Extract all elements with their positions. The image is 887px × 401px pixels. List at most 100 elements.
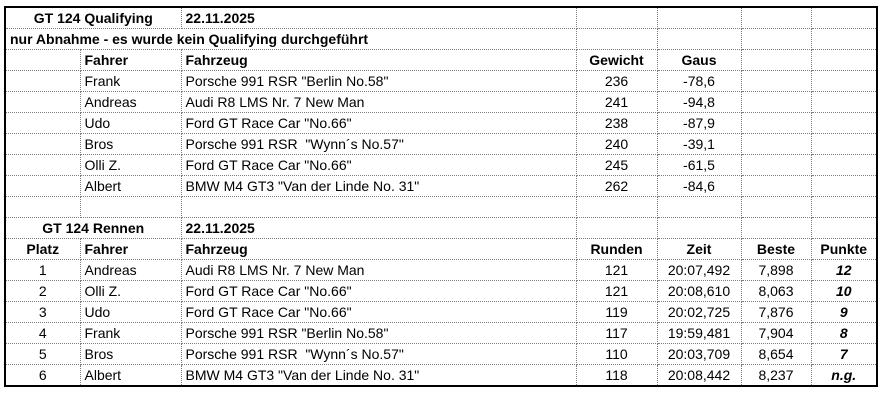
- race-row: 3 Udo Ford GT Race Car "No.66" 119 20:02…: [4, 301, 878, 323]
- cell-gewicht: 241: [575, 91, 658, 113]
- empty-cell: [4, 70, 81, 92]
- header-platz: Platz: [4, 238, 81, 260]
- qualifying-row: Udo Ford GT Race Car "No.66" 238 -87,9: [4, 112, 878, 134]
- header-fahrzeug: Fahrzeug: [180, 49, 577, 71]
- empty-cell: [575, 6, 658, 29]
- empty-cell: [740, 175, 812, 197]
- cell-gaus: -94,8: [656, 91, 742, 113]
- header-runden: Runden: [575, 238, 658, 260]
- race-row: 6 Albert BMW M4 GT3 "Van der Linde No. 3…: [4, 364, 878, 387]
- cell-beste: 7,876: [740, 301, 812, 323]
- cell-fahrzeug: BMW M4 GT3 "Van der Linde No. 31": [180, 364, 577, 387]
- cell-platz: 5: [4, 343, 81, 365]
- empty-cell: [810, 70, 878, 92]
- empty-cell: [740, 91, 812, 113]
- empty-cell: [656, 6, 742, 29]
- cell-zeit: 20:07,492: [656, 259, 742, 281]
- cell-fahrer: Albert: [79, 364, 182, 387]
- empty-cell: [740, 70, 812, 92]
- empty-cell: [810, 133, 878, 155]
- header-beste: Beste: [740, 238, 812, 260]
- cell-fahrer: Frank: [79, 322, 182, 344]
- cell-fahrer: Andreas: [79, 259, 182, 281]
- cell-platz: 4: [4, 322, 81, 344]
- cell-platz: 6: [4, 364, 81, 387]
- header-zeit: Zeit: [656, 238, 742, 260]
- race-row: 5 Bros Porsche 991 RSR "Wynn´s No.57" 11…: [4, 343, 878, 365]
- header-fahrer: Fahrer: [79, 49, 182, 71]
- cell-punkte: 10: [810, 280, 878, 302]
- empty-cell: [810, 217, 878, 239]
- empty-cell: [575, 217, 658, 239]
- cell-fahrzeug: Porsche 991 RSR "Wynn´s No.57": [180, 133, 577, 155]
- cell-gaus: -78,6: [656, 70, 742, 92]
- cell-beste: 8,063: [740, 280, 812, 302]
- empty-cell: [4, 175, 81, 197]
- qualifying-title: GT 124 Qualifying: [4, 6, 182, 29]
- empty-cell: [740, 133, 812, 155]
- empty-cell: [810, 112, 878, 134]
- cell-beste: 7,898: [740, 259, 812, 281]
- cell-gewicht: 236: [575, 70, 658, 92]
- cell-platz: 3: [4, 301, 81, 323]
- race-row: 1 Andreas Audi R8 LMS Nr. 7 New Man 121 …: [4, 259, 878, 281]
- header-fahrzeug: Fahrzeug: [180, 238, 577, 260]
- empty-cell: [575, 196, 658, 218]
- cell-beste: 7,904: [740, 322, 812, 344]
- empty-cell: [810, 175, 878, 197]
- cell-fahrzeug: Porsche 991 RSR "Berlin No.58": [180, 70, 577, 92]
- cell-fahrzeug: Ford GT Race Car "No.66": [180, 154, 577, 176]
- qualifying-header-row: Fahrer Fahrzeug Gewicht Gaus: [4, 49, 878, 71]
- empty-cell: [740, 6, 812, 29]
- cell-fahrer: Udo: [79, 301, 182, 323]
- spacer-row: [4, 196, 878, 218]
- empty-cell: [656, 196, 742, 218]
- cell-gewicht: 240: [575, 133, 658, 155]
- cell-runden: 110: [575, 343, 658, 365]
- qualifying-title-row: GT 124 Qualifying 22.11.2025: [4, 6, 878, 29]
- cell-beste: 8,654: [740, 343, 812, 365]
- cell-zeit: 20:02,725: [656, 301, 742, 323]
- cell-fahrer: Albert: [79, 175, 182, 197]
- race-row: 2 Olli Z. Ford GT Race Car "No.66" 121 2…: [4, 280, 878, 302]
- qualifying-row: Andreas Audi R8 LMS Nr. 7 New Man 241 -9…: [4, 91, 878, 113]
- qualifying-row: Frank Porsche 991 RSR "Berlin No.58" 236…: [4, 70, 878, 92]
- race-row: 4 Frank Porsche 991 RSR "Berlin No.58" 1…: [4, 322, 878, 344]
- cell-zeit: 20:08,610: [656, 280, 742, 302]
- cell-zeit: 20:08,442: [656, 364, 742, 387]
- empty-cell: [740, 154, 812, 176]
- cell-fahrer: Udo: [79, 112, 182, 134]
- cell-fahrzeug: Ford GT Race Car "No.66": [180, 280, 577, 302]
- header-punkte: Punkte: [810, 238, 878, 260]
- cell-punkte: n.g.: [810, 364, 878, 387]
- empty-cell: [810, 91, 878, 113]
- cell-gaus: -84,6: [656, 175, 742, 197]
- cell-platz: 1: [4, 259, 81, 281]
- cell-fahrer: Bros: [79, 133, 182, 155]
- race-title: GT 124 Rennen: [4, 217, 182, 239]
- qualifying-date: 22.11.2025: [180, 6, 577, 29]
- cell-gaus: -61,5: [656, 154, 742, 176]
- cell-punkte: 9: [810, 301, 878, 323]
- cell-runden: 119: [575, 301, 658, 323]
- cell-zeit: 19:59,481: [656, 322, 742, 344]
- empty-cell: [810, 196, 878, 218]
- cell-fahrzeug: Ford GT Race Car "No.66": [180, 112, 577, 134]
- cell-fahrer: Bros: [79, 343, 182, 365]
- race-title-row: GT 124 Rennen 22.11.2025: [4, 217, 878, 239]
- results-sheet: GT 124 Qualifying 22.11.2025 nur Abnahme…: [4, 6, 878, 387]
- cell-zeit: 20:03,709: [656, 343, 742, 365]
- cell-gewicht: 238: [575, 112, 658, 134]
- cell-fahrer: Frank: [79, 70, 182, 92]
- header-gaus: Gaus: [656, 49, 742, 71]
- empty-cell: [4, 49, 81, 71]
- qualifying-row: Albert BMW M4 GT3 "Van der Linde No. 31"…: [4, 175, 878, 197]
- empty-cell: [740, 217, 812, 239]
- cell-runden: 118: [575, 364, 658, 387]
- empty-cell: [740, 112, 812, 134]
- qualifying-note-row: nur Abnahme - es wurde kein Qualifying d…: [4, 28, 878, 50]
- cell-punkte: 8: [810, 322, 878, 344]
- race-header-row: Platz Fahrer Fahrzeug Runden Zeit Beste …: [4, 238, 878, 260]
- empty-cell: [79, 196, 182, 218]
- empty-cell: [740, 49, 812, 71]
